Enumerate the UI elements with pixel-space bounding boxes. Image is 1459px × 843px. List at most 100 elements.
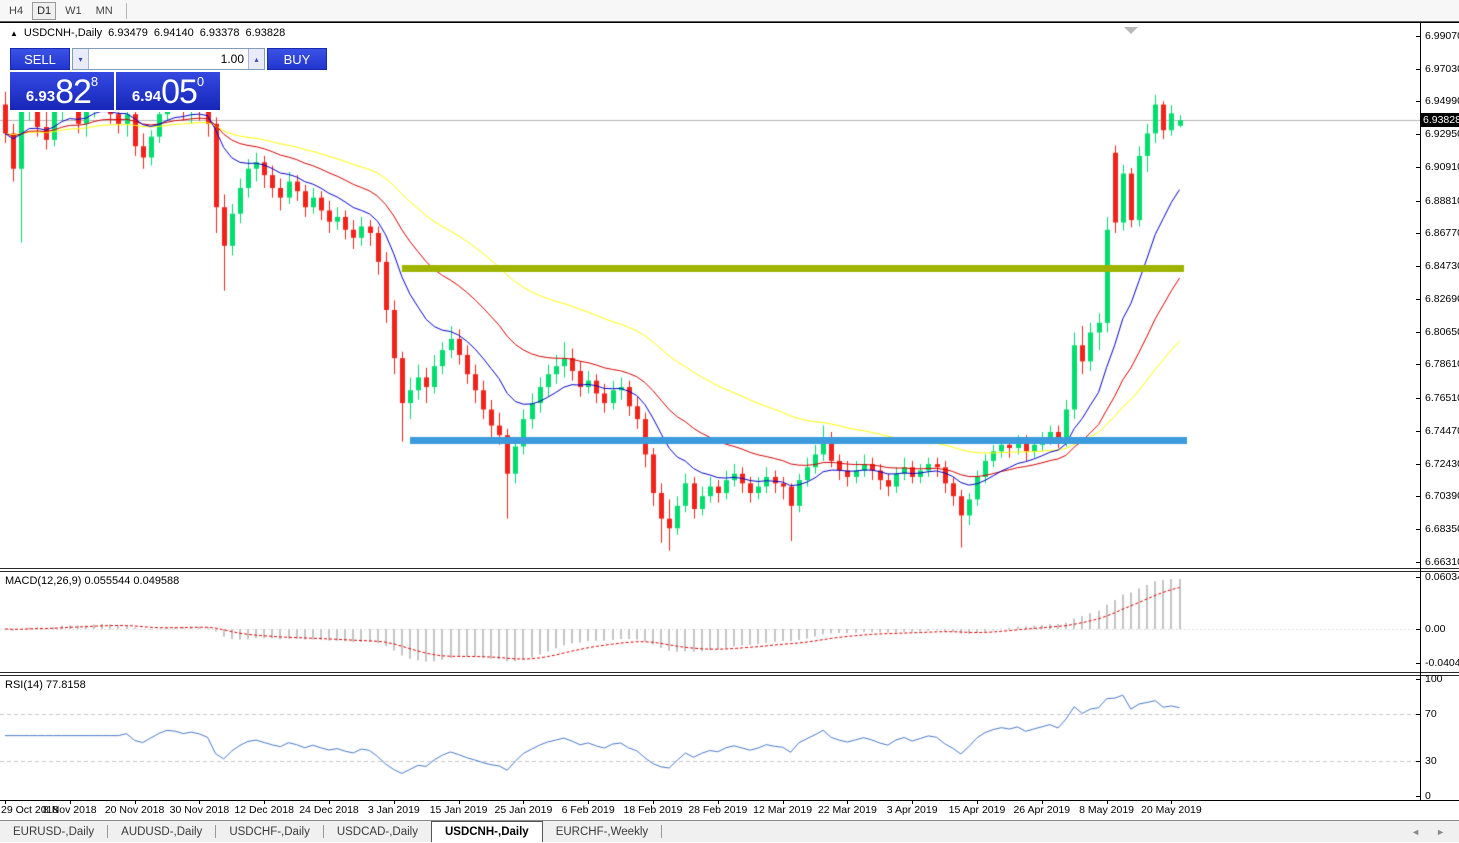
date-axis-tick — [847, 801, 848, 804]
date-axis-tick — [394, 801, 395, 804]
axis-tick — [1416, 398, 1420, 399]
date-axis-label: 6 Feb 2019 — [561, 804, 615, 816]
tab-separator — [215, 825, 217, 838]
axis-tick — [1416, 562, 1420, 563]
axis-tick — [1416, 761, 1420, 762]
axis-tick — [1416, 167, 1420, 168]
date-axis-label: 20 May 2019 — [1141, 804, 1202, 816]
date-axis-tick — [783, 801, 784, 804]
axis-tick — [1416, 233, 1420, 234]
axis-tick — [1416, 577, 1420, 578]
price-axis-label: 6.70390 — [1425, 490, 1459, 503]
rsi-label: RSI(14) 77.8158 — [5, 679, 86, 691]
date-axis-label: 8 May 2019 — [1079, 804, 1135, 816]
tab-scroll-left-icon[interactable]: ◄ — [1411, 827, 1421, 837]
date-axis-tick — [5, 801, 6, 804]
rsi-axis-label: 30 — [1425, 755, 1437, 767]
tab-usdcnh-daily[interactable]: USDCNH-,Daily — [430, 821, 543, 842]
date-axis-tick — [329, 801, 330, 804]
date-axis-tick — [1107, 801, 1108, 804]
price-axis-label: 6.76510 — [1425, 392, 1459, 405]
timeframe-w1-button[interactable]: W1 — [60, 2, 87, 20]
date-axis-label: 3 Jan 2019 — [367, 804, 420, 816]
tab-usdcad-daily[interactable]: USDCAD-,Daily — [336, 825, 418, 838]
date-axis-tick — [977, 801, 978, 804]
ask-price-major: 6.94 — [131, 88, 162, 105]
macd-indicator-canvas[interactable] — [0, 572, 1420, 672]
price-axis-label: 6.82690 — [1425, 292, 1459, 305]
date-axis-tick — [264, 801, 265, 804]
volume-increase-icon[interactable]: ▴ — [248, 49, 264, 69]
price-axis-label: 6.92950 — [1425, 128, 1459, 141]
volume-box: ▾ ▴ — [72, 48, 265, 70]
chart-shift-marker-icon[interactable] — [1124, 27, 1138, 34]
tab-eurchf-weekly[interactable]: EURCHF-,Weekly — [555, 825, 649, 838]
rsi-axis-label: 0 — [1425, 790, 1431, 802]
date-axis-label: 28 Feb 2019 — [688, 804, 748, 816]
symbol-name: USDCNH-,Daily — [23, 27, 103, 39]
current-price-tag: 6.93828 — [1421, 113, 1459, 127]
timeframe-mn-button[interactable]: MN — [91, 2, 118, 20]
date-axis[interactable] — [0, 800, 1459, 821]
tab-audusd-daily[interactable]: AUDUSD-,Daily — [121, 825, 203, 838]
axis-tick — [1416, 464, 1420, 465]
axis-tick — [1416, 629, 1420, 630]
axis-tick — [1416, 431, 1420, 432]
date-axis-tick — [912, 801, 913, 804]
macd-label: MACD(12,26,9) 0.055544 0.049588 — [5, 575, 180, 587]
tab-separator — [661, 825, 663, 838]
price-axis-label: 6.90910 — [1425, 160, 1459, 173]
date-axis-tick — [588, 801, 589, 804]
date-axis-tick — [199, 801, 200, 804]
volume-decrease-icon[interactable]: ▾ — [73, 49, 89, 69]
tab-usdchf-daily[interactable]: USDCHF-,Daily — [229, 825, 310, 838]
chart-tab-bar: EURUSD-,Daily AUDUSD-,Daily USDCHF-,Dail… — [0, 820, 1459, 842]
tab-separator — [107, 825, 109, 838]
tab-scroll-right-icon[interactable]: ► — [1436, 827, 1445, 837]
axis-tick — [1416, 679, 1420, 680]
price-axis-label: 6.74470 — [1425, 424, 1459, 437]
date-axis-label: 24 Dec 2018 — [299, 804, 359, 816]
axis-tick — [1416, 714, 1420, 715]
date-axis-label: 3 Apr 2019 — [886, 804, 938, 816]
one-click-trade-panel: SELL ▾ ▴ BUY 6.93 82 8 6.94 05 0 — [8, 46, 327, 112]
price-axis-label: 6.94990 — [1425, 95, 1459, 108]
price-axis-label: 6.84730 — [1425, 260, 1459, 273]
price-axis-label: 6.78610 — [1425, 358, 1459, 371]
panel-separator[interactable] — [0, 672, 1459, 676]
sell-button[interactable]: SELL — [10, 48, 70, 70]
ohlc-high: 6.94140 — [153, 27, 194, 39]
price-axis-label: 6.99070 — [1425, 30, 1459, 42]
timeframe-d1-button[interactable]: D1 — [32, 1, 57, 20]
axis-tick — [1416, 529, 1420, 530]
price-axis-label: 6.72430 — [1425, 457, 1459, 470]
date-axis-label: 25 Jan 2019 — [494, 804, 553, 816]
date-axis-label: 29 Oct 2018 — [1, 804, 59, 816]
axis-tick — [1416, 332, 1420, 333]
rsi-indicator-canvas[interactable] — [0, 676, 1420, 800]
date-axis-label: 12 Mar 2019 — [753, 804, 813, 816]
axis-tick — [1416, 266, 1420, 267]
objects-collapse-icon[interactable]: ▲ — [10, 28, 18, 38]
bid-price-point: 8 — [90, 74, 99, 89]
price-axis-label: 6.97030 — [1425, 62, 1459, 75]
axis-tick — [1416, 663, 1420, 664]
ask-price-button[interactable]: 6.94 05 0 — [116, 72, 220, 110]
date-axis-label: 8 Nov 2018 — [42, 804, 97, 816]
tab-separator — [322, 825, 324, 838]
bid-price-button[interactable]: 6.93 82 8 — [10, 72, 114, 110]
macd-axis-label: 0.00 — [1425, 623, 1446, 635]
bid-price-pips: 82 — [55, 73, 92, 111]
date-axis-label: 30 Nov 2018 — [169, 804, 230, 816]
timeframe-h4-button[interactable]: H4 — [4, 2, 28, 20]
buy-button[interactable]: BUY — [267, 48, 327, 70]
volume-input[interactable] — [89, 49, 248, 69]
axis-tick — [1416, 69, 1420, 70]
date-axis-label: 15 Apr 2019 — [948, 804, 1006, 816]
tab-eurusd-daily[interactable]: EURUSD-,Daily — [13, 825, 95, 838]
timeframe-toolbar: H4 D1 W1 MN — [0, 0, 1459, 22]
axis-tick — [1416, 299, 1420, 300]
panel-separator[interactable] — [0, 568, 1459, 572]
ohlc-open: 6.93479 — [108, 27, 148, 39]
price-chart-canvas[interactable] — [0, 23, 1420, 568]
